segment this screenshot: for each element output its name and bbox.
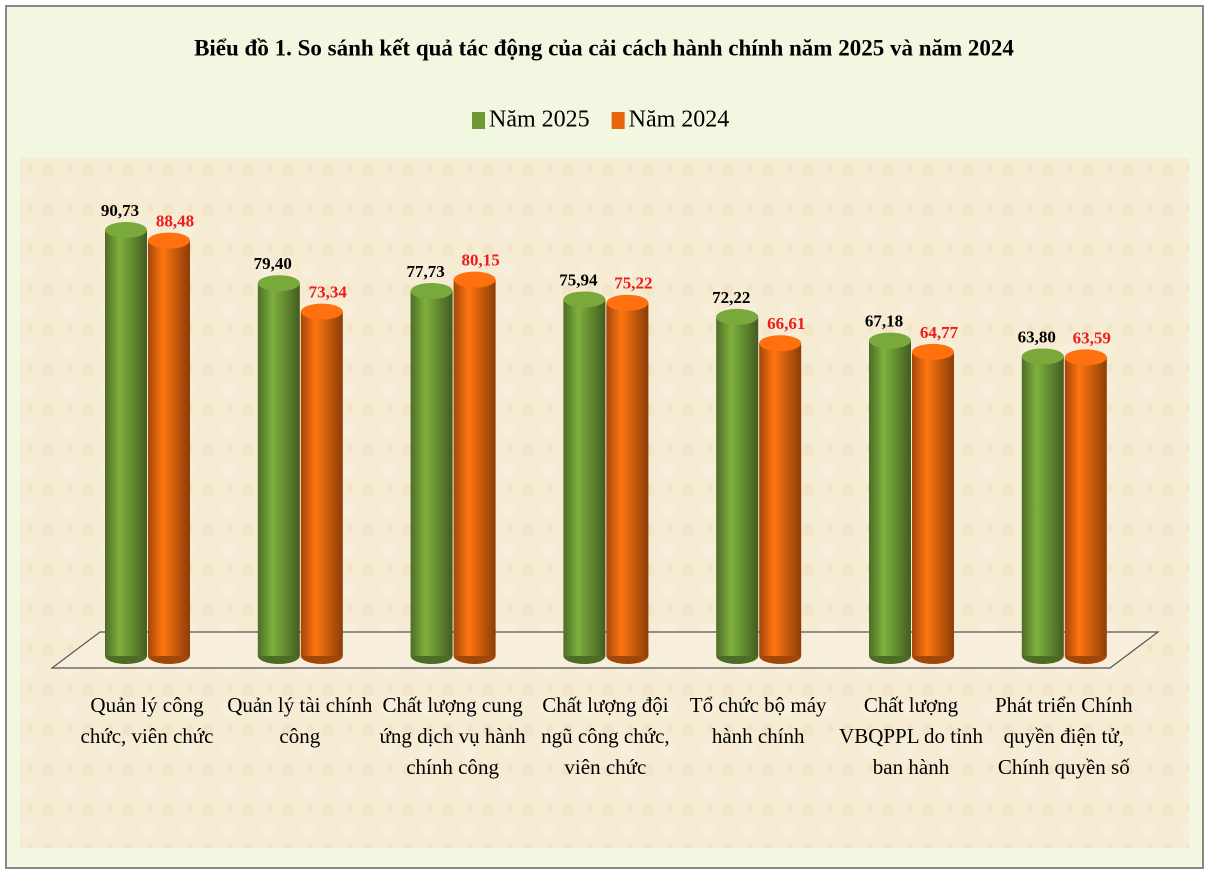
data-label: 67,18 <box>865 311 903 330</box>
bar-top <box>257 275 300 292</box>
bar <box>148 232 190 664</box>
data-label: 90,73 <box>101 201 139 220</box>
data-label: 88,48 <box>156 211 194 230</box>
bar-top <box>912 343 954 360</box>
legend-label: Năm 2025 <box>489 107 590 133</box>
bar-body <box>759 343 802 656</box>
data-label: 80,15 <box>461 251 499 270</box>
bar-body <box>105 230 147 656</box>
bar-top <box>716 308 759 325</box>
bar <box>1021 348 1064 664</box>
bar-top <box>1064 349 1107 366</box>
legend-swatch <box>472 112 485 129</box>
bar-top <box>869 332 911 349</box>
bar <box>453 271 496 664</box>
bar-top <box>1021 348 1064 365</box>
data-label: 63,80 <box>1018 327 1056 346</box>
data-label: 75,22 <box>614 274 652 293</box>
data-label: 77,73 <box>406 262 444 281</box>
bar-body <box>300 311 343 656</box>
bar <box>1064 349 1107 664</box>
bar-top <box>759 335 802 352</box>
legend-swatch <box>611 112 625 129</box>
x-tick-label: Chất lượng VBQPPL do tỉnh ban hành <box>839 693 983 779</box>
bar <box>716 308 759 664</box>
data-label: 73,34 <box>309 283 348 302</box>
x-tick-label: Chất lượng đội ngũ công chức, viên chức <box>541 693 670 779</box>
x-tick-label: Phát triển Chính quyền điện tử, Chính qu… <box>994 693 1133 779</box>
bar-body <box>148 240 190 656</box>
data-label: 64,77 <box>920 323 959 342</box>
x-tick-label: Quản lý tài chính công <box>227 693 373 748</box>
x-tick-label: Tổ chức bộ máy hành chính <box>689 693 827 748</box>
chart-title: Biểu đồ 1. So sánh kết quả tác động của … <box>194 35 1014 60</box>
bar <box>410 283 453 664</box>
bar-top <box>563 291 606 308</box>
bar-top <box>410 283 453 300</box>
bar-body <box>563 299 606 656</box>
data-label: 79,40 <box>254 254 292 273</box>
bar <box>257 275 300 664</box>
bar-top <box>606 294 649 311</box>
bar <box>105 222 147 664</box>
bar <box>759 335 802 664</box>
bar <box>869 332 911 664</box>
bar-top <box>105 222 147 238</box>
x-tick-label: Chất lượng cung ứng dịch vụ hành chính c… <box>379 693 526 779</box>
data-label: 66,61 <box>767 314 805 333</box>
bar-body <box>606 302 649 656</box>
bar-body <box>257 283 300 656</box>
bar <box>606 294 649 664</box>
bar <box>563 291 606 664</box>
bar-top <box>148 232 190 249</box>
bar-body <box>453 279 496 656</box>
bar-body <box>1064 357 1107 656</box>
bar-body <box>410 291 453 656</box>
legend-label: Năm 2024 <box>629 107 730 133</box>
bar-body <box>912 351 954 656</box>
bar <box>300 303 343 664</box>
x-tick-label: Quản lý công chức, viên chức <box>80 693 214 748</box>
bar <box>912 343 954 664</box>
bar-top <box>300 303 343 320</box>
bar-body <box>716 316 759 656</box>
data-label: 63,59 <box>1073 328 1111 347</box>
bar-body <box>869 340 911 656</box>
data-label: 75,94 <box>559 270 598 289</box>
bar-body <box>1021 356 1064 656</box>
data-label: 72,22 <box>712 288 750 307</box>
bar-top <box>453 271 496 288</box>
